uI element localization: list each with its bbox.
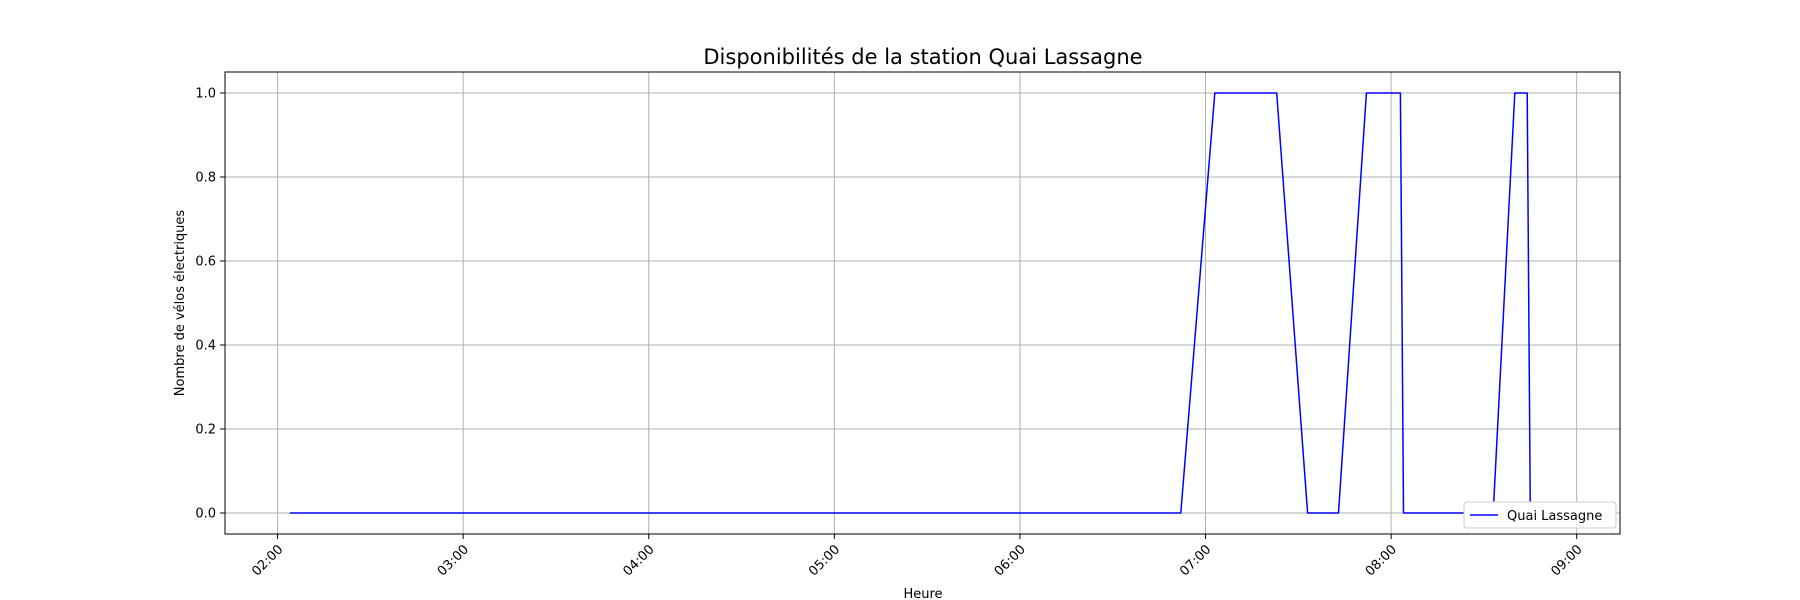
y-tick-label: 0.0: [195, 507, 216, 522]
series-layer: [290, 92, 1532, 514]
x-tick-label: 05:00: [806, 542, 843, 579]
y-tick-label: 0.6: [195, 255, 216, 270]
grid: [225, 72, 1620, 534]
y-tick-label: 1.0: [195, 87, 216, 102]
x-tick-label: 02:00: [249, 542, 286, 579]
y-axis-label: Nombre de vélos électriques: [173, 210, 188, 397]
legend-label: Quai Lassagne: [1507, 509, 1602, 524]
series-line: [290, 92, 1532, 514]
x-tick-label: 08:00: [1363, 542, 1400, 579]
x-tick-label: 03:00: [435, 542, 472, 579]
y-axis: 0.0 0.2 0.4 0.6 0.8 1.0: [195, 87, 225, 522]
legend: Quai Lassagne: [1463, 501, 1617, 529]
y-tick-label: 0.8: [195, 171, 216, 186]
x-tick-label: 07:00: [1177, 542, 1214, 579]
chart-title: Disponibilités de la station Quai Lassag…: [703, 45, 1142, 69]
legend-box: [1463, 501, 1617, 529]
x-tick-label: 09:00: [1548, 542, 1585, 579]
y-tick-label: 0.2: [195, 423, 216, 438]
plot-frame: [224, 71, 1621, 535]
x-axis-label: Heure: [903, 587, 942, 600]
x-tick-label: 06:00: [992, 542, 1029, 579]
y-tick-label: 0.4: [195, 339, 216, 354]
x-tick-label: 04:00: [620, 542, 657, 579]
x-axis: 02:00 03:00 04:00 05:00 06:00 07:00 08:00 09:00: [249, 534, 1586, 579]
